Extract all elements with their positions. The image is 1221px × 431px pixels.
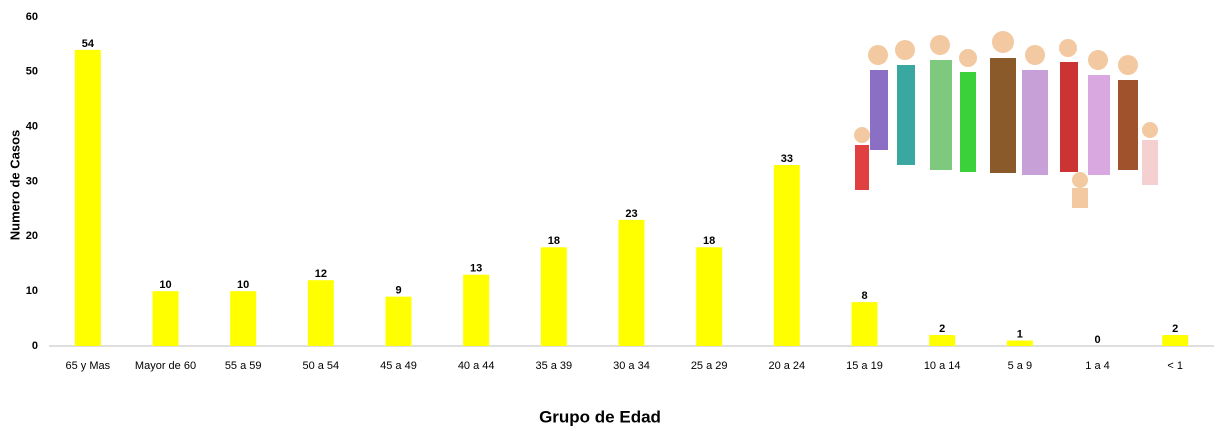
x-tick-label: 65 y Mas <box>66 360 111 372</box>
value-label: 0 <box>1094 334 1100 346</box>
value-label: 18 <box>703 235 715 247</box>
x-tick-label: 40 a 44 <box>458 360 495 372</box>
x-tick-label: 10 a 14 <box>924 360 961 372</box>
x-axis-title: Grupo de Edad <box>539 407 661 426</box>
bar <box>307 280 334 346</box>
bar <box>773 165 800 346</box>
y-tick-label: 30 <box>26 175 38 187</box>
bar <box>74 49 101 347</box>
x-tick-label: Mayor de 60 <box>135 360 196 372</box>
value-label: 10 <box>237 279 249 291</box>
bar <box>540 247 567 346</box>
y-tick-label: 60 <box>26 11 38 23</box>
value-label: 8 <box>861 290 867 302</box>
value-label: 10 <box>159 279 171 291</box>
people-illustration <box>854 31 1158 208</box>
y-tick-label: 0 <box>32 340 38 352</box>
x-tick-label: 20 a 24 <box>768 360 805 372</box>
bar <box>152 291 179 346</box>
x-tick-label: 55 a 59 <box>225 360 262 372</box>
value-label: 23 <box>625 208 637 220</box>
bar <box>1006 340 1033 346</box>
bar <box>929 335 956 346</box>
y-tick-label: 40 <box>26 121 38 133</box>
bar <box>1162 335 1189 346</box>
value-label: 2 <box>1172 323 1178 335</box>
x-tick-label: 35 a 39 <box>535 360 572 372</box>
x-tick-label: 50 a 54 <box>302 360 339 372</box>
value-label: 9 <box>395 285 401 297</box>
y-tick-label: 10 <box>26 285 38 297</box>
x-tick-label: 15 a 19 <box>846 360 883 372</box>
x-tick-label: < 1 <box>1167 360 1183 372</box>
bar <box>618 219 645 346</box>
x-tick-label: 45 a 49 <box>380 360 417 372</box>
value-label: 13 <box>470 263 482 275</box>
value-label: 1 <box>1017 328 1023 340</box>
bar <box>696 247 723 346</box>
bar <box>230 291 257 346</box>
bar <box>385 296 412 346</box>
bar <box>463 274 490 346</box>
x-tick-label: 30 a 34 <box>613 360 650 372</box>
bar <box>851 302 878 346</box>
value-label: 54 <box>82 38 95 50</box>
x-tick-label: 5 a 9 <box>1008 360 1032 372</box>
y-tick-label: 50 <box>26 66 38 78</box>
value-label: 12 <box>315 268 327 280</box>
y-axis-title: Numero de Casos <box>7 130 22 241</box>
x-tick-label: 25 a 29 <box>691 360 728 372</box>
x-tick-label: 1 a 4 <box>1085 360 1109 372</box>
value-label: 2 <box>939 323 945 335</box>
value-label: 18 <box>548 235 560 247</box>
value-label: 33 <box>781 153 793 165</box>
y-tick-label: 20 <box>26 230 38 242</box>
